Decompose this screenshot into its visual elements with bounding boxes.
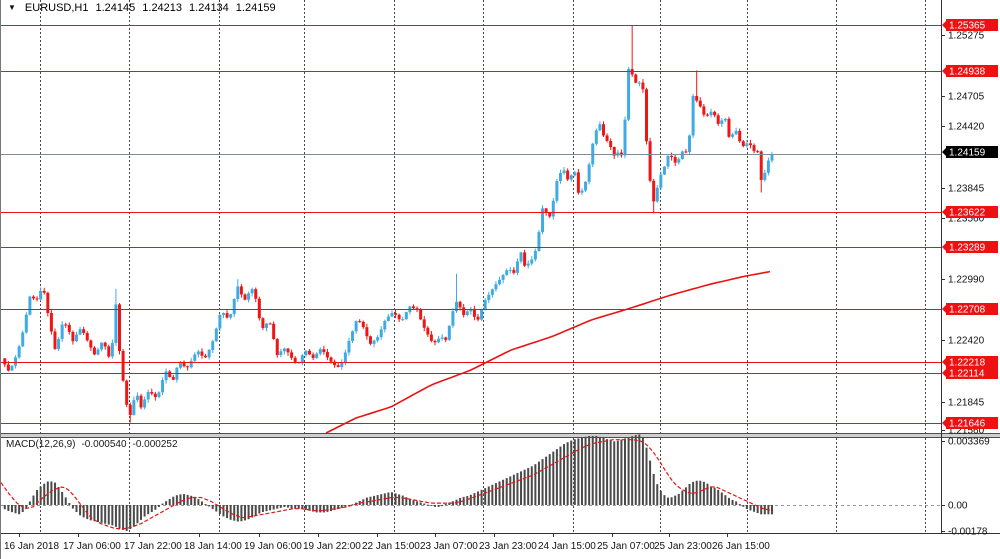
time-axis-label: 16 Jan 2018 <box>4 541 59 552</box>
candlestick-series <box>3 25 774 423</box>
price-axis-label: 1.24705 <box>948 92 985 103</box>
time-axis-label: 19 Jan 22:00 <box>303 541 361 552</box>
time-axis-label: 25 Jan 07:00 <box>597 541 655 552</box>
price-axis-label: 1.23560 <box>948 214 985 225</box>
ohlc-close: 1.24159 <box>235 2 276 14</box>
price-axis-label: 1.22990 <box>948 275 985 286</box>
price-level-badge: 1.24159 <box>942 146 998 159</box>
svg-text:1.24159: 1.24159 <box>949 148 986 159</box>
time-axis-label: 23 Jan 23:00 <box>479 541 537 552</box>
ohlc-high: 1.24213 <box>142 2 183 14</box>
price-axis-label: 1.21560 <box>948 426 985 437</box>
time-axis-label: 26 Jan 15:00 <box>712 541 770 552</box>
price-axis-label: 1.25275 <box>948 31 985 42</box>
macd-signal-value: -0.000252 <box>132 439 178 450</box>
price-level-badge: 1.25365 <box>942 19 998 32</box>
price-level-badge: 1.22708 <box>942 303 998 316</box>
vertical-gridlines <box>40 0 926 533</box>
time-axis[interactable]: 16 Jan 2018 17 Jan 06:00 17 Jan 22:00 18 Ja… <box>4 533 770 552</box>
macd-histogram <box>3 434 773 532</box>
time-axis-label: 17 Jan 06:00 <box>63 541 121 552</box>
time-axis-label: 22 Jan 15:00 <box>362 541 420 552</box>
time-axis-label: 24 Jan 15:00 <box>538 541 596 552</box>
ohlc-open: 1.24145 <box>95 2 136 14</box>
symbol-dropdown-icon[interactable]: ▼ <box>8 3 16 12</box>
price-axis[interactable]: 1.25275 1.24705 1.24420 1.23845 1.23560 1.229… <box>941 19 998 538</box>
price-level-badge: 1.24938 <box>942 65 998 78</box>
macd-value: -0.000540 <box>81 439 127 450</box>
svg-text:1.22218: 1.22218 <box>949 358 986 369</box>
svg-text:1.23289: 1.23289 <box>949 243 986 254</box>
price-axis-label: 1.23845 <box>948 184 985 195</box>
svg-text:1.25365: 1.25365 <box>949 21 986 32</box>
svg-text:1.24938: 1.24938 <box>949 67 986 78</box>
svg-text:1.22114: 1.22114 <box>949 369 985 380</box>
price-level-badge: 1.21646 <box>942 417 998 430</box>
main-chart-plot-area[interactable] <box>1 0 941 433</box>
svg-text:1.22708: 1.22708 <box>949 305 986 316</box>
time-axis-label: 23 Jan 07:00 <box>420 541 478 552</box>
macd-signal-line <box>1 439 774 530</box>
price-axis-label: 1.24420 <box>948 122 985 133</box>
macd-axis-label: -0.00178 <box>948 527 988 538</box>
price-level-badge: 1.22114 <box>942 367 998 380</box>
price-level-badge: 1.22218 <box>942 356 998 369</box>
price-level-badge: 1.23622 <box>942 206 998 219</box>
svg-text:1.23622: 1.23622 <box>949 208 986 219</box>
support-resistance-lines <box>1 25 941 424</box>
symbol-period-label: EURUSD,H1 <box>24 2 89 14</box>
macd-axis-label: 0.003369 <box>948 437 990 448</box>
time-axis-label: 25 Jan 23:00 <box>654 541 712 552</box>
price-level-badge: 1.23289 <box>942 241 998 254</box>
price-axis-label: 1.21845 <box>948 398 985 409</box>
macd-indicator-label: MACD(12,26,9) -0.000540 -0.000252 <box>6 439 178 450</box>
time-axis-label: 17 Jan 22:00 <box>124 541 182 552</box>
macd-axis-label: 0.00 <box>948 501 968 512</box>
moving-average-line <box>325 270 771 434</box>
ohlc-low: 1.24134 <box>189 2 229 14</box>
time-axis-label: 18 Jan 14:00 <box>184 541 242 552</box>
macd-name: MACD(12,26,9) <box>6 439 76 450</box>
svg-text:1.21646: 1.21646 <box>949 419 986 430</box>
macd-plot-area[interactable] <box>1 438 941 533</box>
time-axis-label: 19 Jan 06:00 <box>244 541 302 552</box>
price-axis-label: 1.22420 <box>948 336 985 347</box>
panel-splitter[interactable] <box>1 433 1000 438</box>
chart-title: ▼ EURUSD,H1 1.24145 1.24213 1.24134 1.24… <box>8 2 276 14</box>
